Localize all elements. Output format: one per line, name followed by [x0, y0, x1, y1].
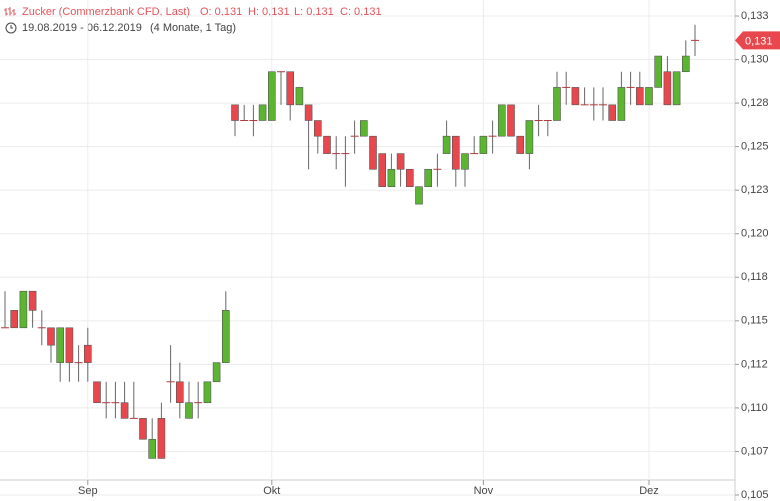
candle-body	[286, 71, 295, 106]
candle-body	[461, 153, 469, 170]
candle-body	[313, 120, 322, 137]
candle-body	[185, 402, 193, 419]
y-tick-label: 0,110	[741, 402, 768, 414]
candle-body	[28, 290, 37, 311]
price-tag	[735, 31, 780, 50]
candle-body	[451, 135, 460, 170]
candle-body	[56, 327, 65, 363]
candle-body	[654, 55, 663, 88]
ohlc-low: L: 0,131	[294, 6, 334, 18]
candle-body	[396, 153, 405, 170]
candle-body	[176, 381, 184, 403]
candle-body	[120, 402, 129, 419]
candle-body	[295, 87, 304, 106]
candle-body	[415, 186, 423, 205]
candle-body	[387, 168, 396, 187]
ohlc-open: O: 0,131	[200, 6, 242, 18]
candle-body	[497, 104, 506, 137]
candle-body	[323, 135, 331, 154]
candle-body	[148, 438, 156, 459]
clock-icon	[5, 22, 17, 34]
candle-body	[369, 135, 377, 170]
candle-body	[424, 168, 433, 187]
candle-body	[231, 104, 239, 121]
candle-body	[681, 55, 690, 73]
candle-body	[479, 135, 488, 154]
y-tick-label: 0,105	[741, 489, 769, 501]
candle-body	[65, 327, 74, 363]
candle-body	[203, 381, 212, 403]
candle-body	[258, 104, 267, 121]
y-tick-label: 0,120	[741, 228, 769, 240]
chart-icon	[4, 7, 16, 16]
candle-body	[608, 104, 617, 121]
candle-body	[47, 327, 55, 346]
candle-body	[139, 418, 147, 440]
y-tick-label: 0,118	[741, 271, 768, 283]
candle-body	[645, 87, 653, 106]
y-tick-label: 0,112	[741, 358, 768, 370]
candle-body	[507, 104, 515, 137]
candle-body	[663, 71, 672, 106]
chart-title: Zucker (Commerzbank CFD, Last)	[22, 6, 190, 18]
candle-body	[10, 310, 18, 329]
candle-body	[672, 71, 681, 106]
candle-body	[635, 87, 644, 106]
candle-body	[525, 120, 534, 154]
candle-body	[442, 135, 451, 154]
period: (4 Monate, 1 Tag)	[150, 22, 236, 34]
candle-body	[516, 135, 525, 154]
y-tick-label: 0,130	[741, 53, 769, 65]
candle-body	[553, 87, 561, 121]
candle-body	[571, 87, 580, 106]
y-tick-label: 0,133	[741, 10, 769, 22]
price-tag-label: 0,131	[745, 35, 773, 47]
x-tick-label: Dez	[639, 485, 659, 497]
candle-body	[359, 120, 368, 137]
candle-body	[267, 71, 276, 121]
candle-body	[304, 104, 313, 121]
y-tick-label: 0,123	[741, 184, 769, 196]
x-tick-label: Nov	[474, 485, 494, 497]
candle-body	[378, 153, 387, 187]
candle-body	[93, 381, 101, 403]
candle-body	[222, 310, 230, 363]
candle-body	[212, 362, 221, 383]
candle-body	[19, 290, 28, 329]
date-range: 19.08.2019 - 06.12.2019	[22, 22, 142, 34]
candle-body	[157, 418, 166, 459]
candle-body	[84, 344, 92, 363]
x-tick-label: Sep	[78, 485, 98, 497]
ohlc-high: H: 0,131	[248, 6, 290, 18]
y-tick-label: 0,107	[741, 445, 769, 457]
ohlc-close: C: 0,131	[340, 6, 382, 18]
y-tick-label: 0,125	[741, 141, 769, 153]
candle-body	[617, 87, 626, 121]
x-tick-label: Okt	[263, 485, 280, 497]
y-tick-label: 0,115	[741, 315, 768, 327]
y-tick-label: 0,128	[741, 97, 769, 109]
candle-body	[405, 168, 414, 187]
